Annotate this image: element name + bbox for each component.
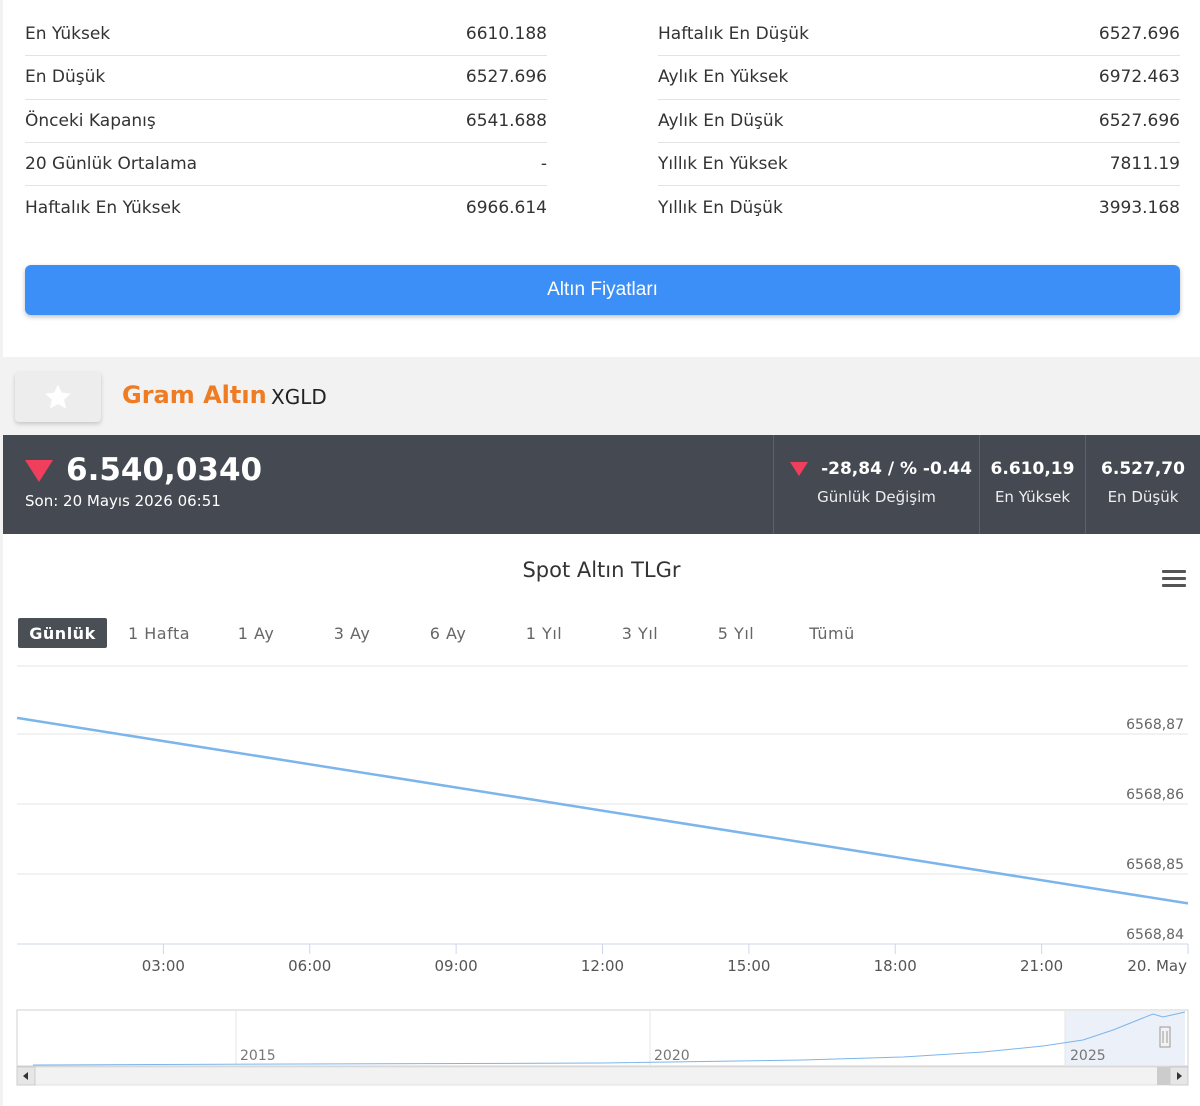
y-tick-label: 6568,84 (1126, 927, 1184, 943)
price-chart[interactable]: 6568,87 6568,86 6568,85 6568,84 03:00 06:00 0… (3, 534, 1200, 1106)
down-arrow-icon (25, 460, 53, 482)
x-tick-label: 06:00 (288, 957, 331, 975)
chart-panel: Spot Altın TLGr Günlük 1 Hafta 1 Ay 3 Ay… (3, 534, 1200, 1106)
range-1-year[interactable]: 1 Yıl (525, 623, 563, 643)
stat-row: Haftalık En Düşük 6527.696 (658, 13, 1180, 57)
stat-label: Yıllık En Yüksek (658, 154, 788, 175)
stat-value: 6527.696 (465, 67, 547, 88)
stat-label: En Yüksek (25, 24, 111, 45)
asset-code: XGLD (271, 385, 327, 409)
stat-row: Önceki Kapanış 6541.688 (25, 100, 547, 143)
daily-low-box: 6.527,70 En Düşük (1085, 435, 1200, 534)
asset-header: Gram Altın XGLD (0, 357, 1200, 435)
daily-change-label: Günlük Değişim (817, 488, 936, 506)
stat-row: Aylık En Yüksek 6972.463 (658, 56, 1180, 100)
range-daily[interactable]: Günlük (18, 618, 107, 648)
x-tick-label: 03:00 (142, 957, 185, 975)
chart-menu-icon[interactable] (1162, 570, 1186, 588)
stat-value: 6527.696 (1098, 110, 1180, 131)
range-1-month[interactable]: 1 Ay (237, 623, 275, 643)
x-tick-label: 09:00 (435, 957, 478, 975)
stat-value: 6527.696 (1098, 24, 1180, 45)
stat-value: - (540, 154, 547, 175)
stat-value: 6966.614 (465, 197, 547, 218)
y-tick-label: 6568,85 (1126, 857, 1184, 873)
chart-scrollbar[interactable] (16, 1066, 1189, 1086)
chart-title: Spot Altın TLGr (522, 558, 681, 582)
star-icon (45, 384, 71, 409)
scroll-thumb[interactable] (1157, 1067, 1171, 1085)
down-arrow-icon (790, 462, 808, 476)
x-tick-label: 12:00 (581, 957, 624, 975)
stat-value: 6972.463 (1098, 67, 1180, 88)
x-tick-label: 15:00 (727, 957, 770, 975)
range-6-month[interactable]: 6 Ay (429, 623, 467, 643)
stat-row: 20 Günlük Ortalama - (25, 143, 547, 187)
range-1-week[interactable]: 1 Hafta (127, 623, 191, 643)
asset-name: Gram Altın (122, 381, 267, 409)
stat-value: 6610.188 (465, 24, 547, 45)
daily-change-box: -28,84 / % -0.44 Günlük Değişim (773, 435, 979, 534)
stat-label: Haftalık En Yüksek (25, 197, 181, 218)
x-tick-label: 20. May (1127, 957, 1187, 975)
daily-low-value: 6.527,70 (1101, 459, 1185, 479)
favorite-button[interactable] (15, 372, 101, 422)
last-update-time: Son: 20 Mayıs 2026 06:51 (25, 492, 221, 510)
daily-low-label: En Düşük (1107, 488, 1179, 506)
stat-row: Haftalık En Yüksek 6966.614 (25, 186, 547, 229)
navigator-series (32, 1011, 1186, 1066)
navigator-handle[interactable] (1159, 1026, 1171, 1048)
current-price: 6.540,0340 (66, 452, 263, 488)
x-tick-label: 21:00 (1020, 957, 1063, 975)
navigator[interactable]: 2015 2020 2025 (16, 1009, 1189, 1067)
gold-prices-button[interactable]: Altın Fiyatları (25, 265, 1180, 315)
stat-label: Yıllık En Düşük (658, 197, 783, 218)
daily-high-label: En Yüksek (994, 488, 1071, 506)
daily-high-value: 6.610,19 (990, 459, 1075, 479)
range-3-year[interactable]: 3 Yıl (621, 623, 659, 643)
price-bar: 6.540,0340 Son: 20 Mayıs 2026 06:51 -28,… (3, 435, 1200, 534)
stat-row: En Düşük 6527.696 (25, 56, 547, 100)
stat-row: En Yüksek 6610.188 (25, 13, 547, 57)
arrow-left-icon (23, 1072, 28, 1080)
navigator-label: 2020 (654, 1048, 690, 1064)
navigator-label: 2025 (1070, 1048, 1106, 1064)
y-tick-label: 6568,87 (1126, 717, 1184, 733)
x-tick-label: 18:00 (874, 957, 917, 975)
range-all[interactable]: Tümü (809, 623, 855, 643)
y-tick-label: 6568,86 (1126, 787, 1184, 803)
navigator-label: 2015 (240, 1048, 276, 1064)
daily-change-value: -28,84 / % -0.44 (821, 459, 972, 479)
stat-value: 6541.688 (465, 110, 547, 131)
stat-value: 3993.168 (1098, 197, 1180, 218)
stat-label: Aylık En Düşük (658, 110, 784, 131)
stat-label: Önceki Kapanış (25, 110, 156, 131)
stat-row: Aylık En Düşük 6527.696 (658, 100, 1180, 143)
stat-row: Yıllık En Yüksek 7811.19 (658, 143, 1180, 187)
stat-label: 20 Günlük Ortalama (25, 154, 198, 175)
stats-card: En Yüksek 6610.188 En Düşük 6527.696 Öncek… (3, 0, 1200, 357)
stat-value: 7811.19 (1109, 154, 1180, 175)
stat-label: Haftalık En Düşük (658, 24, 809, 45)
arrow-right-icon (1177, 1072, 1182, 1080)
stats-column-right: Haftalık En Düşük 6527.696 Aylık En Yükse… (658, 13, 1180, 229)
stat-label: En Düşük (25, 67, 106, 88)
stat-label: Aylık En Yüksek (658, 67, 789, 88)
range-5-year[interactable]: 5 Yıl (717, 623, 755, 643)
stat-row: Yıllık En Düşük 3993.168 (658, 186, 1180, 229)
series-line (16, 716, 1189, 905)
stats-column-left: En Yüksek 6610.188 En Düşük 6527.696 Öncek… (25, 13, 547, 229)
daily-high-box: 6.610,19 En Yüksek (979, 435, 1085, 534)
range-3-month[interactable]: 3 Ay (333, 623, 371, 643)
